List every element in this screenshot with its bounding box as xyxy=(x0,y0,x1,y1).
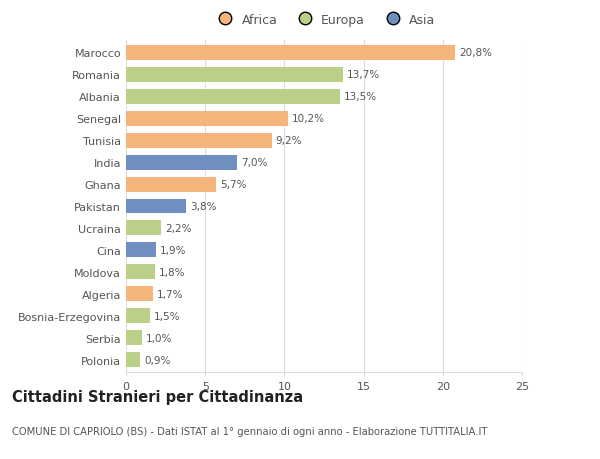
Bar xyxy=(126,221,161,236)
Text: 7,0%: 7,0% xyxy=(241,158,267,168)
Bar xyxy=(126,287,153,302)
Bar xyxy=(126,265,155,280)
Text: 1,5%: 1,5% xyxy=(154,311,180,321)
Bar xyxy=(126,199,186,214)
Text: 0,9%: 0,9% xyxy=(144,355,170,365)
Bar xyxy=(126,134,272,148)
Bar xyxy=(126,243,156,258)
Text: 1,9%: 1,9% xyxy=(160,245,187,255)
Text: 13,5%: 13,5% xyxy=(344,92,377,102)
Bar xyxy=(126,330,142,345)
Bar xyxy=(126,46,455,61)
Bar xyxy=(126,177,216,192)
Bar xyxy=(126,353,140,367)
Legend: Africa, Europa, Asia: Africa, Europa, Asia xyxy=(208,9,440,32)
Text: 10,2%: 10,2% xyxy=(292,114,325,124)
Bar xyxy=(126,112,287,126)
Text: Cittadini Stranieri per Cittadinanza: Cittadini Stranieri per Cittadinanza xyxy=(12,390,303,405)
Text: 5,7%: 5,7% xyxy=(220,179,247,190)
Text: 13,7%: 13,7% xyxy=(347,70,380,80)
Text: 1,7%: 1,7% xyxy=(157,289,184,299)
Text: 2,2%: 2,2% xyxy=(165,224,191,234)
Text: 1,8%: 1,8% xyxy=(158,267,185,277)
Text: 20,8%: 20,8% xyxy=(460,48,493,58)
Bar xyxy=(126,308,150,324)
Text: COMUNE DI CAPRIOLO (BS) - Dati ISTAT al 1° gennaio di ogni anno - Elaborazione T: COMUNE DI CAPRIOLO (BS) - Dati ISTAT al … xyxy=(12,426,487,436)
Bar xyxy=(126,155,237,170)
Bar xyxy=(126,90,340,105)
Text: 1,0%: 1,0% xyxy=(146,333,172,343)
Text: 9,2%: 9,2% xyxy=(275,136,302,146)
Bar xyxy=(126,68,343,83)
Text: 3,8%: 3,8% xyxy=(190,202,217,212)
